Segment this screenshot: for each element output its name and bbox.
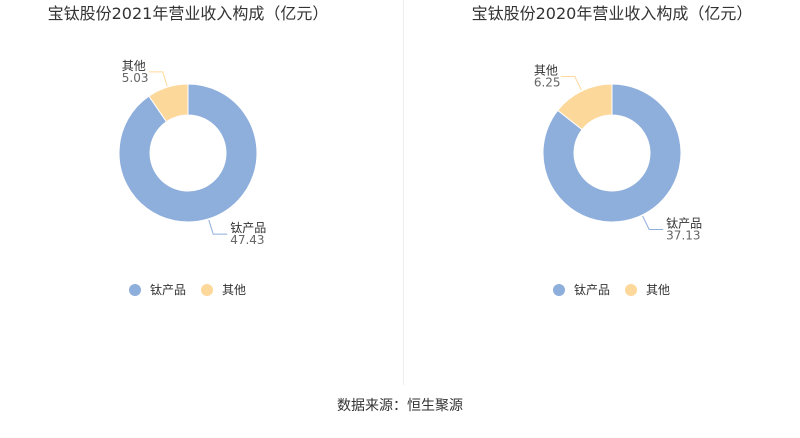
slice-other[interactable] (557, 83, 613, 131)
slice-value-other: 5.03 (122, 71, 149, 85)
slice-other[interactable] (148, 83, 189, 123)
legend-marker-titanium[interactable] (553, 284, 565, 296)
slice-label-titanium: 钛产品 (666, 215, 702, 230)
slice-titanium[interactable] (542, 83, 682, 223)
legend-marker-other[interactable] (625, 284, 637, 296)
legend-label-titanium[interactable]: 钛产品 (574, 282, 610, 297)
leader-line-other (560, 76, 582, 91)
legend-label-titanium[interactable]: 钛产品 (150, 282, 186, 297)
source-note: 数据来源：恒生聚源 (337, 398, 463, 414)
chart-title-2021: 宝钛股份2021年营业收入构成（亿元） (48, 4, 329, 23)
legend-marker-other[interactable] (201, 284, 213, 296)
legend-2021: 钛产品 其他 (129, 282, 246, 297)
leader-line-other (148, 71, 168, 87)
leader-line-titanium (642, 215, 664, 230)
legend-label-other[interactable]: 其他 (646, 283, 670, 297)
slice-value-titanium: 47.43 (230, 233, 264, 247)
legend-label-other[interactable]: 其他 (222, 283, 246, 297)
chart-title-2020: 宝钛股份2020年营业收入构成（亿元） (472, 4, 753, 23)
legend-2020: 钛产品 其他 (553, 282, 670, 297)
leader-line-titanium (208, 219, 228, 235)
slice-value-other: 6.25 (534, 76, 561, 90)
slice-titanium[interactable] (118, 83, 258, 223)
legend-marker-titanium[interactable] (129, 284, 141, 296)
slice-label-other: 其他 (534, 64, 558, 78)
slice-label-titanium: 钛产品 (230, 220, 266, 235)
slice-value-titanium: 37.13 (666, 228, 700, 242)
slice-label-other: 其他 (122, 59, 146, 73)
